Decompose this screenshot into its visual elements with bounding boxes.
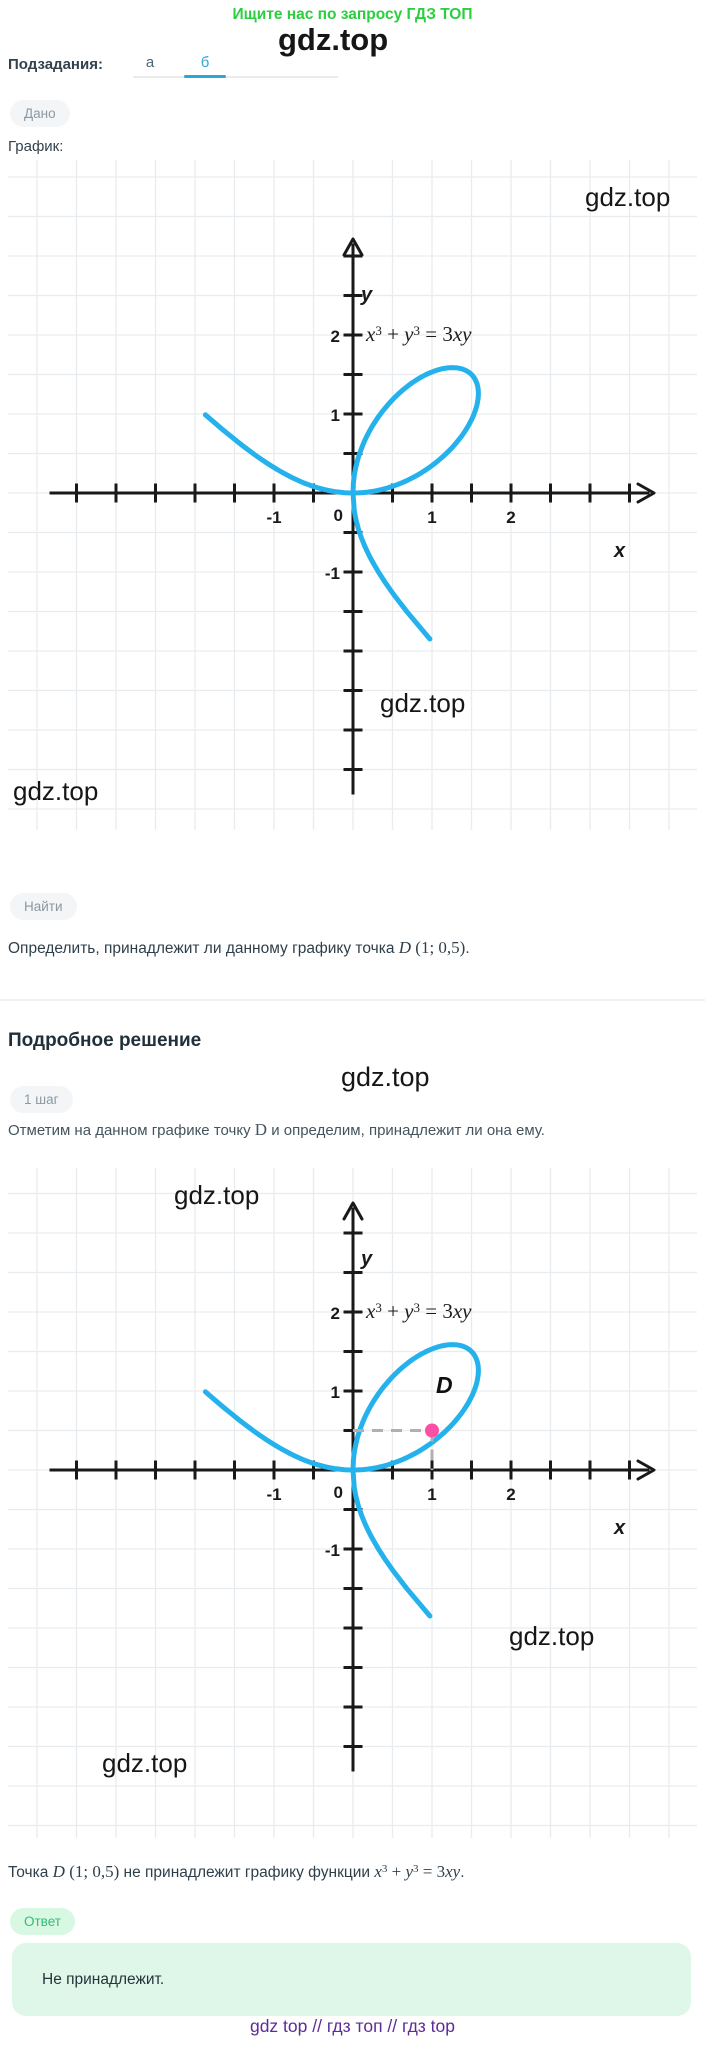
footer-link[interactable]: gdz top // гдз топ // гдз top <box>249 2016 456 2036</box>
conclusion-period: . <box>460 1864 465 1881</box>
subtasks-label: Подзадания: <box>8 56 103 73</box>
step-point-d: D <box>254 1120 268 1139</box>
watermark-header: gdz.top <box>278 22 389 57</box>
coordinate-grid-svg: -1 1 2 0 1 2 -1 <box>8 1168 697 1838</box>
graph-caption: График: <box>8 138 64 155</box>
eq-y-exp: 3 <box>413 323 421 338</box>
eq-x-exp: 3 <box>381 1863 388 1875</box>
svg-text:0: 0 <box>334 506 343 525</box>
point-d-coords: (1; 0,5) <box>64 1862 120 1881</box>
x-axis-label: x <box>614 540 626 562</box>
eq-y: y <box>404 322 414 346</box>
eq-x: x <box>366 322 376 346</box>
point-d-coords: (1; 0,5) <box>411 938 466 957</box>
watermark-graph1-topright: gdz.top <box>585 182 671 212</box>
find-text: Определить, принадлежит ли данному графи… <box>8 938 470 958</box>
section-divider <box>0 999 705 1001</box>
watermark-graph1-middle: gdz.top <box>380 688 466 718</box>
eq-plus: + <box>381 1299 405 1323</box>
eq-plus: + <box>387 1862 406 1881</box>
svg-text:2: 2 <box>331 1304 340 1323</box>
watermark-graph1-bottomleft: gdz.top <box>13 776 99 806</box>
conclusion-point-math: D (1; 0,5) <box>53 1862 120 1881</box>
eq-y: y <box>404 1299 414 1323</box>
svg-text:1: 1 <box>331 406 340 425</box>
svg-text:-1: -1 <box>325 1541 340 1560</box>
svg-text:-1: -1 <box>325 564 340 583</box>
given-graph: -1 1 2 0 1 2 -1 x3 + y3 = 3xy y x gdz.top gdz.… <box>8 160 697 830</box>
conclusion-middle: не принадлежит графику функции <box>119 1864 375 1881</box>
watermark-solution: gdz.top <box>341 1062 430 1092</box>
watermark-graph2-topleft: gdz.top <box>174 1180 260 1210</box>
svg-text:2: 2 <box>506 1485 515 1504</box>
svg-text:1: 1 <box>427 508 436 527</box>
eq-y: y <box>405 1862 414 1881</box>
eq-xy: xy <box>452 1299 472 1323</box>
eq-x: x <box>366 1299 376 1323</box>
eq-xy: xy <box>445 1862 461 1881</box>
solution-graph: -1 1 2 0 1 2 -1 x3 + y3 = 3xy y x D gdz.top gd… <box>8 1168 697 1838</box>
svg-text:1: 1 <box>427 1485 436 1504</box>
eq-xy: xy <box>452 322 472 346</box>
svg-text:0: 0 <box>334 1483 343 1502</box>
tab-subtask-a[interactable]: а <box>145 54 155 71</box>
point-d-label: D <box>436 1372 453 1398</box>
eq-plus: + <box>381 322 405 346</box>
x-axis-label: x <box>614 1517 626 1539</box>
step-text-before: Отметим на данном графике точку <box>8 1122 255 1139</box>
eq-y-exp: 3 <box>413 1300 421 1315</box>
eq-equals: = <box>420 322 443 346</box>
find-point-math: D (1; 0,5) <box>399 938 466 957</box>
step-text-after: и определим, принадлежит ли она ему. <box>267 1122 545 1139</box>
coordinate-grid-svg: -1 1 2 0 1 2 -1 <box>8 160 697 830</box>
svg-text:2: 2 <box>331 327 340 346</box>
watermark-graph2-bottomleft: gdz.top <box>102 1748 188 1778</box>
eq-x-exp: 3 <box>375 323 382 338</box>
y-axis-label: y <box>361 1248 373 1270</box>
promo-banner: Ищите нас по запросу ГДЗ ТОП <box>232 6 473 23</box>
eq-x: x <box>374 1862 382 1881</box>
tabs-baseline <box>133 76 338 78</box>
active-tab-indicator <box>184 75 226 78</box>
eq-three: 3 <box>442 322 453 346</box>
eq-equals: = <box>418 1862 437 1881</box>
step1-badge: 1 шаг <box>10 1086 73 1113</box>
eq-x-exp: 3 <box>375 1300 382 1315</box>
conclusion-equation: x3 + y3 = 3xy <box>374 1862 460 1881</box>
answer-box: Не принадлежит. <box>12 1943 691 2016</box>
answer-text: Не принадлежит. <box>42 1970 165 1988</box>
watermark-graph2-bottomright: gdz.top <box>509 1621 595 1651</box>
point-d-symbol: D <box>52 1862 65 1881</box>
solution-heading: Подробное решение <box>8 1030 202 1051</box>
eq-equals: = <box>420 1299 443 1323</box>
step1-text: Отметим на данном графике точку D и опре… <box>8 1120 545 1140</box>
eq-three: 3 <box>442 1299 453 1323</box>
curve-equation-label: x3 + y3 = 3xy <box>366 322 472 347</box>
given-badge: Дано <box>10 100 70 127</box>
answer-badge: Ответ <box>10 1908 75 1935</box>
point-d-symbol: D <box>398 938 412 957</box>
curve-equation-label: x3 + y3 = 3xy <box>366 1299 472 1324</box>
find-text-before: Определить, принадлежит ли данному графи… <box>8 940 399 957</box>
svg-text:-1: -1 <box>266 1485 281 1504</box>
tab-subtask-b[interactable]: б <box>200 54 210 71</box>
eq-y-exp: 3 <box>413 1863 419 1875</box>
conclusion-before: Точка <box>8 1864 53 1881</box>
eq-three: 3 <box>436 1862 446 1881</box>
y-axis-label: y <box>361 284 373 306</box>
svg-text:2: 2 <box>506 508 515 527</box>
find-period: . <box>465 940 470 957</box>
conclusion-text: Точка D (1; 0,5) не принадлежит графику … <box>8 1862 465 1882</box>
svg-text:1: 1 <box>331 1383 340 1402</box>
svg-text:-1: -1 <box>266 508 281 527</box>
find-badge: Найти <box>10 893 77 920</box>
